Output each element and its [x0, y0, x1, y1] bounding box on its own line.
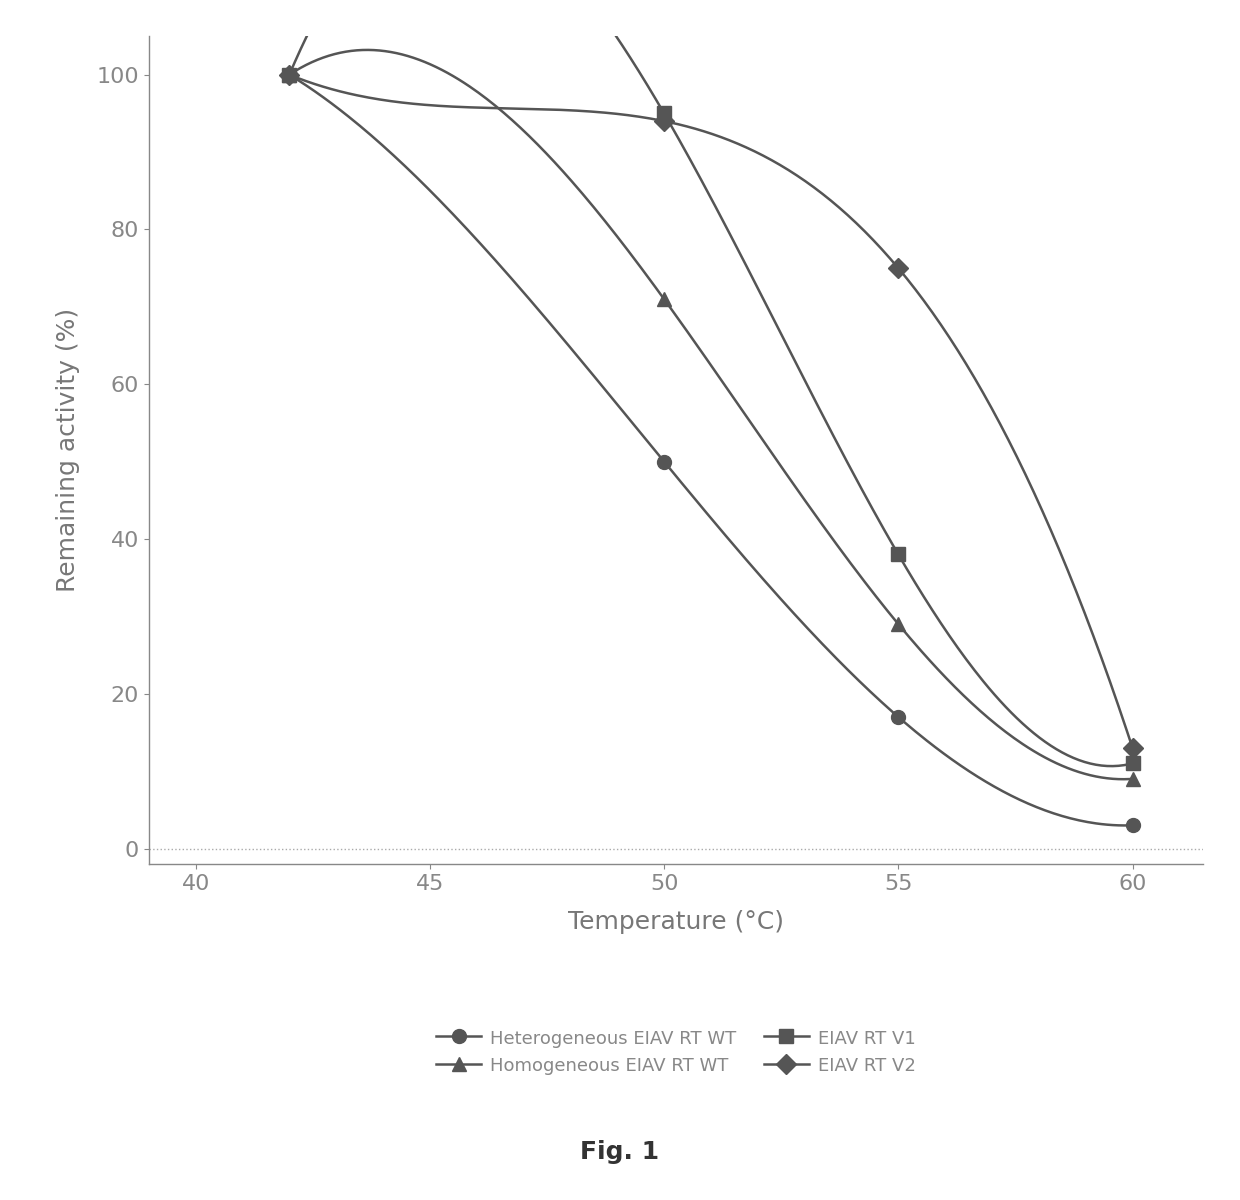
Line: Homogeneous EIAV RT WT: Homogeneous EIAV RT WT [283, 67, 1140, 786]
EIAV RT V2 [1125, 740, 1140, 755]
Y-axis label: Remaining activity (%): Remaining activity (%) [56, 308, 79, 592]
EIAV RT V1 [890, 547, 905, 562]
Text: Fig. 1: Fig. 1 [580, 1140, 660, 1164]
Legend: Heterogeneous EIAV RT WT, Homogeneous EIAV RT WT, EIAV RT V1, EIAV RT V2: Heterogeneous EIAV RT WT, Homogeneous EI… [429, 1022, 923, 1082]
Line: Heterogeneous EIAV RT WT: Heterogeneous EIAV RT WT [283, 67, 1140, 833]
Heterogeneous EIAV RT WT [1125, 818, 1140, 833]
Homogeneous EIAV RT WT [657, 292, 672, 306]
Line: EIAV RT V2: EIAV RT V2 [283, 67, 1140, 755]
EIAV RT V2 [281, 67, 296, 82]
Line: EIAV RT V1: EIAV RT V1 [283, 67, 1140, 770]
EIAV RT V2 [657, 114, 672, 128]
EIAV RT V2 [890, 260, 905, 275]
Heterogeneous EIAV RT WT [657, 455, 672, 469]
Homogeneous EIAV RT WT [1125, 772, 1140, 786]
EIAV RT V1 [281, 67, 296, 82]
EIAV RT V1 [657, 106, 672, 120]
EIAV RT V1 [1125, 756, 1140, 770]
Heterogeneous EIAV RT WT [890, 709, 905, 724]
X-axis label: Temperature (°C): Temperature (°C) [568, 911, 784, 935]
Homogeneous EIAV RT WT [281, 67, 296, 82]
Heterogeneous EIAV RT WT [281, 67, 296, 82]
Homogeneous EIAV RT WT [890, 617, 905, 631]
